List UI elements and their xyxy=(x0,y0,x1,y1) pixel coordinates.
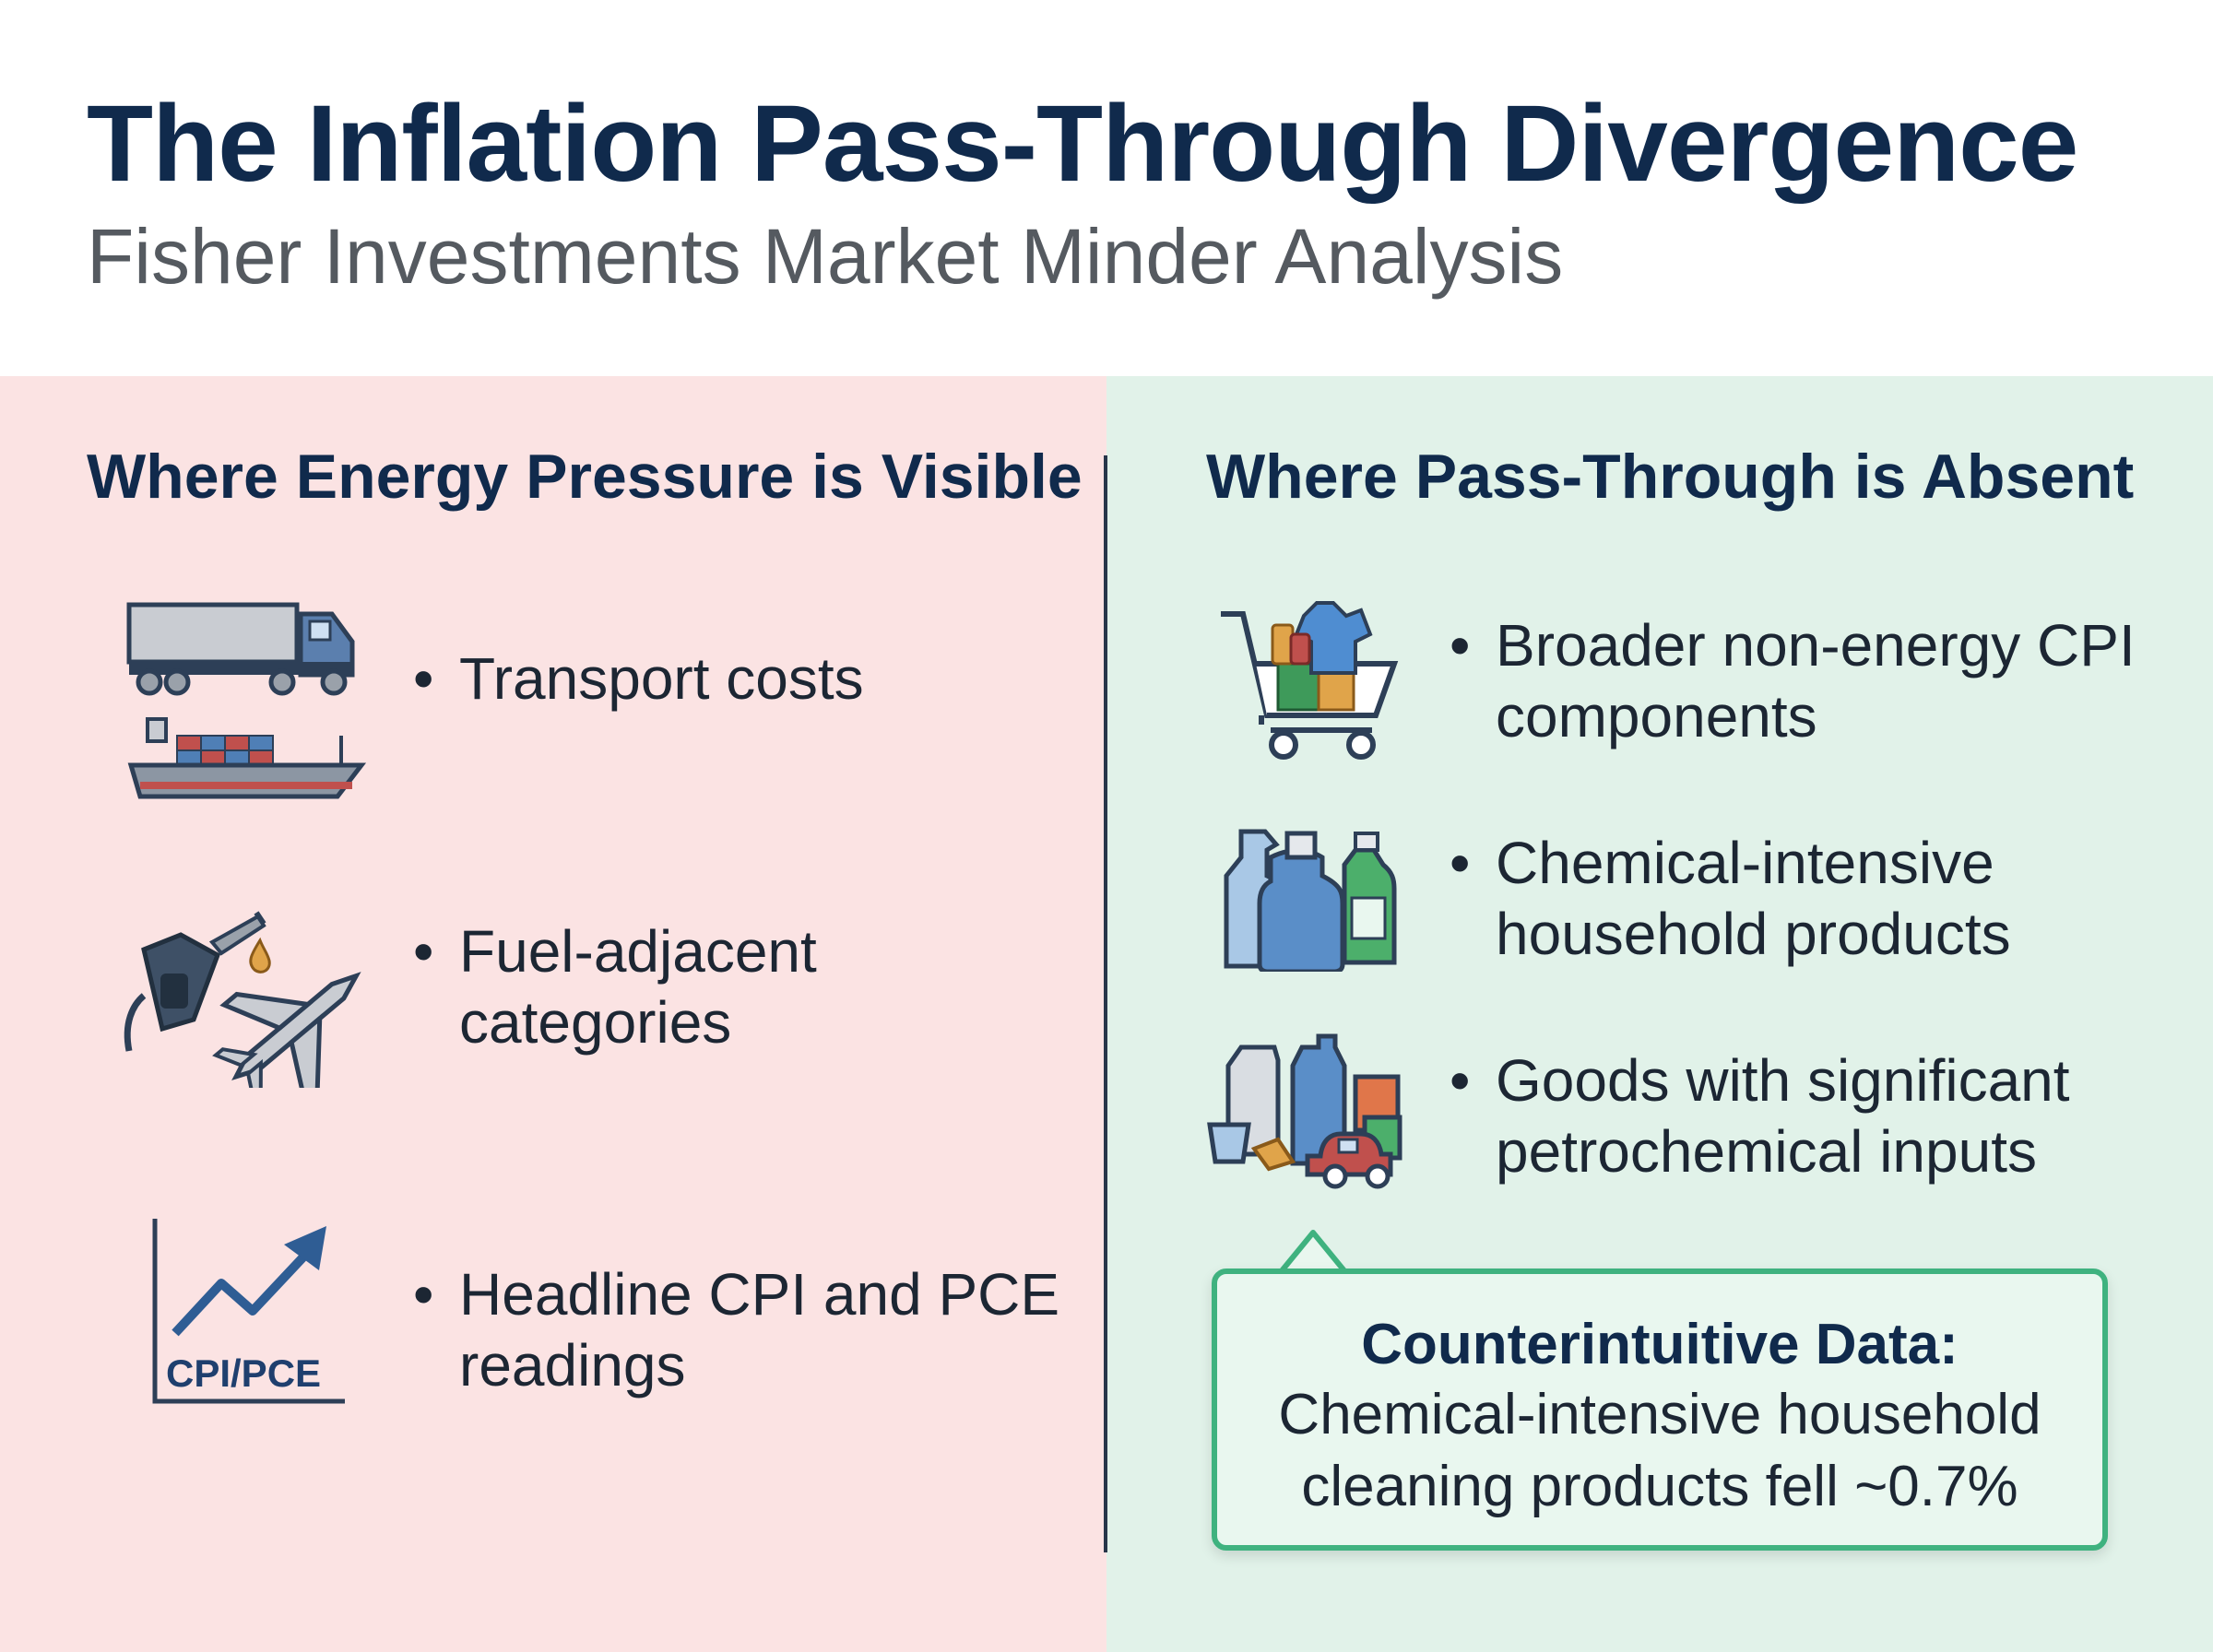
shopping-cart-icon xyxy=(1215,588,1405,768)
counterintuitive-data-callout: Counterintuitive Data: Chemical-intensiv… xyxy=(1212,1268,2108,1551)
column-divider xyxy=(1104,455,1107,1552)
right-item-1-text: Broader non-energy CPI components xyxy=(1450,610,2196,752)
page-title: The Inflation Pass-Through Divergence xyxy=(87,83,2078,205)
right-item-3-text: Goods with significant petrochemical inp… xyxy=(1450,1045,2213,1187)
rising-chart-icon: CPI/PCE xyxy=(148,1215,350,1411)
callout-pointer xyxy=(1277,1227,1349,1280)
left-item-3-text: Headline CPI and PCE readings xyxy=(413,1259,1105,1401)
right-column-heading: Where Pass-Through is Absent xyxy=(1206,442,2135,512)
chart-icon-label: CPI/PCE xyxy=(166,1351,321,1395)
left-item-2-text: Fuel-adjacent categories xyxy=(413,916,1105,1058)
left-item-1-text: Transport costs xyxy=(413,643,1105,714)
cleaning-bottles-icon xyxy=(1215,820,1400,976)
callout-text: Chemical-intensive household cleaning pr… xyxy=(1278,1383,2041,1518)
callout-title: Counterintuitive Data: xyxy=(1361,1313,1959,1376)
header: The Inflation Pass-Through Divergence Fi… xyxy=(0,0,2213,376)
truck-and-ship-icon xyxy=(120,597,378,814)
right-item-2-text: Chemical-intensive household products xyxy=(1450,828,2196,970)
page-subtitle: Fisher Investments Market Minder Analysi… xyxy=(87,213,1564,300)
plastic-goods-icon xyxy=(1204,1029,1411,1196)
left-column-heading: Where Energy Pressure is Visible xyxy=(87,442,1083,512)
fuel-nozzle-and-airplane-icon xyxy=(111,885,387,1105)
